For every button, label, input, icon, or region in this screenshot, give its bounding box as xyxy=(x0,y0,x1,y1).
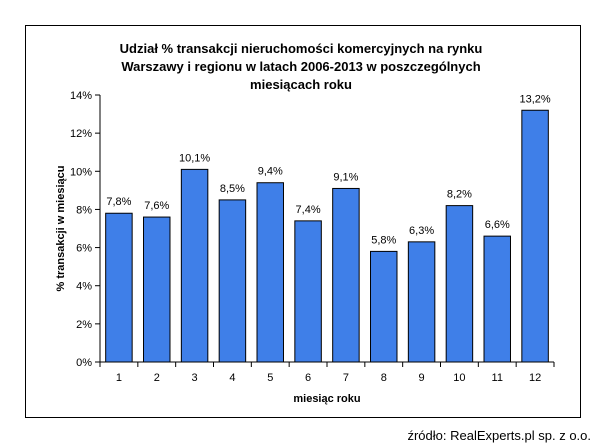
chart-title-line-1: Udział % transakcji nieruchomości komerc… xyxy=(119,41,483,56)
bar xyxy=(407,241,436,363)
y-axis: 0% 2% 4% 6% 8% 10% 12% 14% xyxy=(70,90,101,369)
data-label: 10,1% xyxy=(179,152,210,164)
x-tick-label: 2 xyxy=(154,372,160,384)
x-tick-label: 9 xyxy=(419,372,425,384)
data-label: 7,4% xyxy=(296,204,321,216)
data-label: 7,6% xyxy=(144,200,169,212)
data-label: 9,4% xyxy=(258,166,283,178)
bar xyxy=(143,216,171,363)
x-tick-label: 12 xyxy=(529,372,541,384)
y-tick-label: 4% xyxy=(76,281,92,293)
x-tick-label: 1 xyxy=(116,372,122,384)
bar-chart: 0% 2% 4% 6% 8% 10% 12% 14% 7,8% 7,6% 10,1% 8,5% 9,4… xyxy=(55,90,555,405)
bar xyxy=(180,168,209,363)
bar xyxy=(445,205,474,363)
bar xyxy=(332,187,360,363)
y-tick-label: 6% xyxy=(76,243,92,255)
data-label: 7,8% xyxy=(106,196,131,208)
bar xyxy=(521,109,549,363)
x-axis-title: miesiąc roku xyxy=(293,393,360,405)
data-label: 8,5% xyxy=(220,183,245,195)
data-label: 6,6% xyxy=(485,219,510,231)
y-tick-label: 14% xyxy=(70,90,92,102)
x-tick-label: 5 xyxy=(267,372,273,384)
y-axis-title: % transakcji w miesiącu xyxy=(55,166,67,292)
bar xyxy=(370,250,398,363)
x-tick-label: 10 xyxy=(453,372,465,384)
source-credit: źródło: RealExperts.pl sp. z o.o. xyxy=(407,428,591,443)
bars xyxy=(105,109,549,363)
x-tick-label: 11 xyxy=(492,372,503,384)
data-labels: 7,8% 7,6% 10,1% 8,5% 9,4% 7,4% 9,1% 5,8% 6,3% 8,2… xyxy=(106,93,551,246)
chart-title-line-2: Warszawy i regionu w latach 2006-2013 w … xyxy=(121,59,481,74)
bar xyxy=(218,199,247,363)
bar xyxy=(294,220,322,363)
data-label: 5,8% xyxy=(371,234,396,246)
data-label: 13,2% xyxy=(519,93,550,105)
bar xyxy=(483,235,511,363)
x-tick-label: 4 xyxy=(229,372,235,384)
y-tick-label: 12% xyxy=(70,128,92,140)
x-axis: 1 2 3 4 5 6 7 8 9 10 11 12 xyxy=(99,361,555,384)
x-tick-label: 6 xyxy=(305,372,311,384)
x-tick-label: 3 xyxy=(192,372,198,384)
y-tick-label: 0% xyxy=(76,357,92,369)
data-label: 8,2% xyxy=(447,189,472,201)
y-tick-label: 10% xyxy=(70,166,92,178)
bar xyxy=(105,212,133,363)
x-tick-label: 7 xyxy=(343,372,349,384)
bar xyxy=(256,182,284,363)
chart-title-line-3: miesiącach roku xyxy=(250,77,352,92)
y-tick-label: 2% xyxy=(76,319,92,331)
data-label: 6,3% xyxy=(409,225,434,237)
y-tick-label: 8% xyxy=(76,204,92,216)
chart-frame: Udział % transakcji nieruchomości komerc… xyxy=(25,25,581,418)
data-label: 9,1% xyxy=(333,171,358,183)
x-tick-label: 8 xyxy=(381,372,387,384)
chart-title: Udział % transakcji nieruchomości komerc… xyxy=(86,40,516,94)
